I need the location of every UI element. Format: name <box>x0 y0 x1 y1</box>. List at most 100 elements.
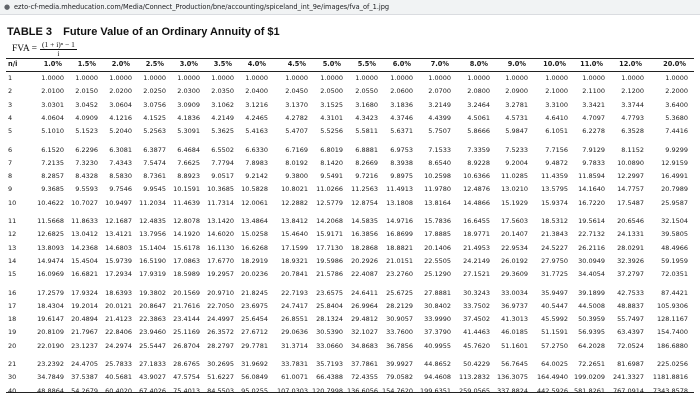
table-cell: 6.9753 <box>390 145 413 154</box>
table-cell: 7.3230 <box>75 158 98 167</box>
table-cell: 14.7757 <box>617 185 644 194</box>
table-cell: 12.0061 <box>241 198 268 207</box>
table-cell: 15.4640 <box>281 230 308 239</box>
table-cell: 21.7616 <box>173 301 200 310</box>
browser-address-bar[interactable]: ● ezto-cf-media.mheducation.com/Media/Co… <box>0 0 700 15</box>
table-cell: 28.0291 <box>617 243 644 252</box>
table-cell: 8.4328 <box>75 172 98 181</box>
table-cell: 3.0604 <box>109 100 132 109</box>
table-cell: 3.3100 <box>545 100 568 109</box>
table-cell: 1.0000 <box>109 74 132 82</box>
table-cell: 5.3625 <box>211 127 234 136</box>
table-cell: 12.2997 <box>617 172 644 181</box>
table-cell: 4.2149 <box>211 113 234 122</box>
table-cell: 1.0000 <box>665 74 688 82</box>
period-number: 8 <box>8 172 13 181</box>
table-cell: 18.5989 <box>173 270 200 279</box>
formula-lhs: FVA = <box>12 44 37 54</box>
table-cell: 12.2882 <box>281 198 308 207</box>
header-rate: 3.0% <box>179 60 198 68</box>
table-cell: 7.1533 <box>428 145 451 154</box>
period-number: 18 <box>8 315 17 324</box>
table-cell: 7.7156 <box>545 145 568 154</box>
table-cell: 3.2781 <box>505 100 528 109</box>
table-cell: 20.1406 <box>424 243 451 252</box>
table-cell: 48.8837 <box>617 301 644 310</box>
table-cell: 2.0600 <box>390 87 413 96</box>
table-cell: 4.1216 <box>109 113 132 122</box>
table-cell: 17.6770 <box>207 256 234 265</box>
table-cell: 20.7841 <box>281 270 308 279</box>
table-row: 7 7.2135 7.3230 7.4343 7.5474 7.6625 7.7794 7.8… <box>0 159 700 168</box>
period-number: 3 <box>8 100 13 109</box>
header-rate: 8.0% <box>469 60 488 68</box>
period-number: 19 <box>8 328 17 337</box>
table-cell: 37.7861 <box>351 360 378 368</box>
table-cell: 28.2797 <box>207 341 234 350</box>
table-cell: 59.1959 <box>661 256 688 265</box>
table-cell: 16.0969 <box>37 270 64 279</box>
table-cell: 21.3843 <box>541 230 568 239</box>
table-cell: 16.7220 <box>578 198 605 207</box>
table-cell: 30.9057 <box>386 315 413 324</box>
table-cell: 27.1521 <box>463 270 490 279</box>
table-cell: 16.8699 <box>386 230 413 239</box>
table-cell: 10.1591 <box>173 185 200 194</box>
table-cell: 4.3423 <box>355 113 378 122</box>
table-cell: 3.1216 <box>245 100 268 109</box>
table-cell: 30.8402 <box>424 301 451 310</box>
table-cell: 55.7497 <box>617 315 644 324</box>
table-cell: 5.5256 <box>320 127 343 136</box>
table-cell: 8.2669 <box>355 158 378 167</box>
table-cell: 51.1601 <box>501 341 528 350</box>
table-cell: 22.7132 <box>578 230 605 239</box>
table-cell: 20.7989 <box>661 185 688 194</box>
table-cell: 79.0582 <box>386 373 413 382</box>
table-cell: 12.4876 <box>463 185 490 194</box>
table-cell: 29.4812 <box>351 315 378 324</box>
table-cell: 2.0200 <box>109 87 132 96</box>
header-rate: 12.0% <box>619 60 642 68</box>
table-cell: 12.8078 <box>173 217 200 225</box>
table-cell: 17.8885 <box>424 230 451 239</box>
table-cell: 1.0000 <box>467 74 490 82</box>
table-cell: 41.3013 <box>501 315 528 324</box>
table-cell: 29.7781 <box>241 341 268 350</box>
table-title-text: Future Value of an Ordinary Annuity of $… <box>63 26 280 38</box>
table-cell: 43.9027 <box>139 373 166 382</box>
table-cell: 8.2857 <box>41 172 64 181</box>
table-cell: 1.0000 <box>285 74 308 82</box>
table-cell: 2.1200 <box>621 87 644 96</box>
table-cell: 136.6056 <box>346 386 378 395</box>
table-row: 9 9.3685 9.5593 9.7546 9.9545 10.1591 10.3685 1… <box>0 185 700 194</box>
table-cell: 11.2034 <box>139 198 166 207</box>
table-header-row: n/i 1.0% 1.5% 2.0% 2.5% 3.0% 3.5% 4.0% 4.5% 5.0% 5… <box>0 60 700 69</box>
table-cell: 21.5786 <box>316 270 343 279</box>
table-cell: 17.5487 <box>617 198 644 207</box>
table-cell: 19.5986 <box>316 256 343 265</box>
table-cell: 8.0192 <box>285 158 308 167</box>
table-row: 5 5.1010 5.1523 5.2040 5.2563 5.3091 5.3625 5.4… <box>0 127 700 136</box>
table-cell: 27.6712 <box>241 328 268 337</box>
table-cell: 2.0150 <box>75 87 98 96</box>
table-cell: 1.0000 <box>320 74 343 82</box>
table-cell: 4.0909 <box>75 113 98 122</box>
table-cell: 1.0000 <box>390 74 413 82</box>
header-rate: 9.0% <box>507 60 526 68</box>
table-cell: 3.1370 <box>285 100 308 109</box>
table-row: 10 10.4622 10.7027 10.9497 11.2034 11.4639 11.… <box>0 199 700 208</box>
table-cell: 4.4399 <box>428 113 451 122</box>
table-cell: 26.3572 <box>207 328 234 337</box>
table-row: 14 14.9474 15.4504 15.9739 16.5190 17.0863 17.… <box>0 257 700 266</box>
table-cell: 32.1027 <box>351 328 378 337</box>
table-cell: 11.0266 <box>316 185 343 194</box>
table-cell: 2.0100 <box>41 87 64 96</box>
table-cell: 23.6975 <box>241 301 268 310</box>
address-url[interactable]: ezto-cf-media.mheducation.com/Media/Conn… <box>14 3 390 11</box>
table-number: TABLE 3 <box>7 26 53 38</box>
table-cell: 50.4229 <box>463 360 490 368</box>
table-cell: 21.4123 <box>105 315 132 324</box>
table-cell: 13.7956 <box>139 230 166 239</box>
table-top-rule <box>6 58 694 59</box>
table-cell: 24.1331 <box>617 230 644 239</box>
